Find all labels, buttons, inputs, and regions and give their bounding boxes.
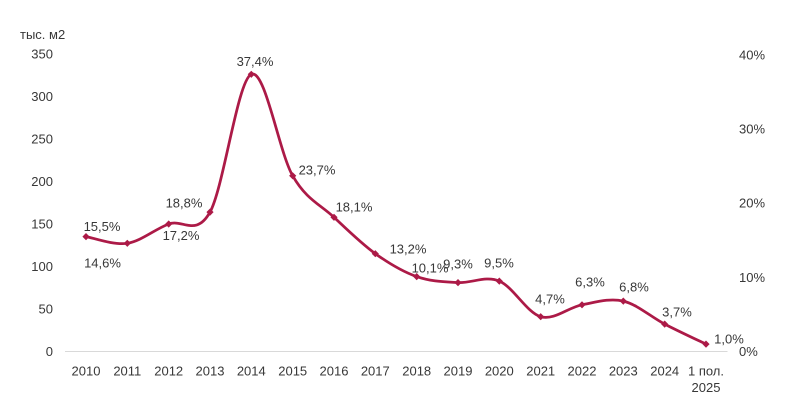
svg-text:9,3%: 9,3% [443,257,473,272]
svg-text:350: 350 [31,47,53,62]
svg-text:2019: 2019 [444,364,473,379]
svg-text:18,8%: 18,8% [166,196,203,211]
svg-text:2015: 2015 [278,364,307,379]
svg-text:2014: 2014 [237,364,266,379]
svg-text:23,7%: 23,7% [299,163,336,178]
svg-text:30%: 30% [739,122,765,137]
svg-text:2018: 2018 [402,364,431,379]
svg-text:2021: 2021 [526,364,555,379]
svg-text:100: 100 [31,259,53,274]
svg-text:10%: 10% [739,270,765,285]
svg-text:2012: 2012 [154,364,183,379]
svg-text:4,7%: 4,7% [535,292,565,307]
svg-text:1 пол.: 1 пол. [688,364,724,379]
svg-text:37,4%: 37,4% [237,54,274,69]
svg-text:150: 150 [31,217,53,232]
svg-text:1,0%: 1,0% [714,332,744,347]
svg-text:13,2%: 13,2% [390,242,427,257]
svg-text:2024: 2024 [650,364,679,379]
svg-text:2011: 2011 [113,364,141,379]
svg-text:14,6%: 14,6% [84,256,121,271]
svg-text:17,2%: 17,2% [163,228,200,243]
svg-text:40%: 40% [739,48,765,63]
svg-text:10,1%: 10,1% [412,261,449,276]
svg-text:2016: 2016 [320,364,349,379]
svg-text:250: 250 [31,132,53,147]
svg-text:2023: 2023 [609,364,638,379]
svg-text:15,5%: 15,5% [84,219,121,234]
svg-text:50: 50 [39,302,53,317]
svg-text:2010: 2010 [72,364,101,379]
svg-text:0%: 0% [739,344,758,359]
svg-text:0: 0 [46,344,53,359]
svg-text:тыс. м2: тыс. м2 [20,27,65,42]
svg-text:300: 300 [31,89,53,104]
svg-text:2017: 2017 [361,364,390,379]
svg-text:2013: 2013 [196,364,225,379]
svg-text:2020: 2020 [485,364,514,379]
svg-text:2025: 2025 [692,380,721,395]
svg-text:3,7%: 3,7% [662,305,692,320]
svg-text:200: 200 [31,174,53,189]
svg-text:2022: 2022 [568,364,597,379]
svg-text:9,5%: 9,5% [484,256,514,271]
svg-text:20%: 20% [739,196,765,211]
svg-text:6,3%: 6,3% [575,275,605,290]
svg-text:18,1%: 18,1% [336,200,373,215]
svg-text:6,8%: 6,8% [619,280,649,295]
